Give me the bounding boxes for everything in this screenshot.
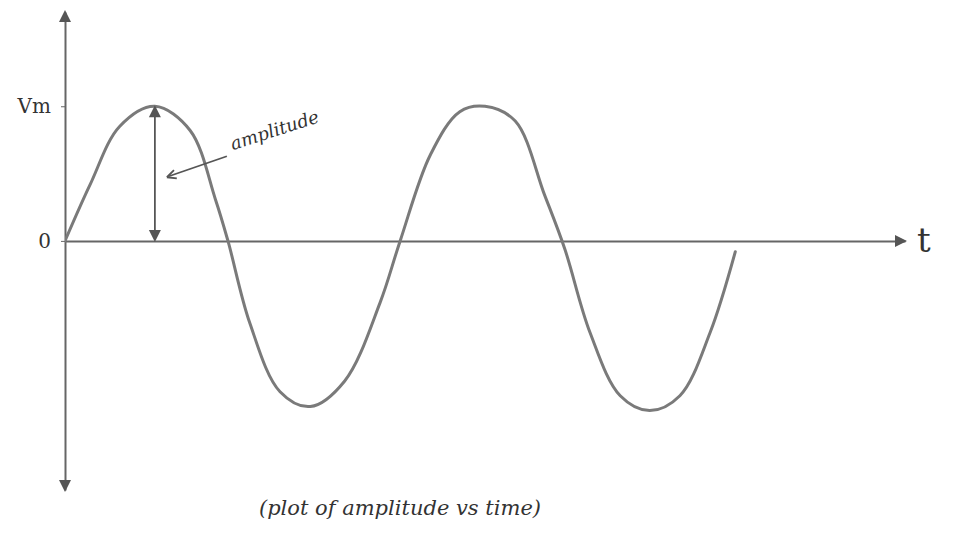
y-axis-line	[65, 13, 67, 491]
y-axis-arrow	[59, 480, 71, 492]
amplitude-arrow	[154, 108, 156, 239]
y-axis: 0 Vm	[17, 13, 66, 491]
y-tick-label: 0	[38, 229, 51, 253]
chart: 0 Vm t amplitude (plot of amplitude vs time)	[0, 0, 960, 533]
annotation-pointer	[169, 156, 227, 176]
x-axis	[66, 241, 906, 242]
amplitude-arrow-head	[149, 105, 161, 117]
wave-line	[65, 106, 735, 411]
x-axis-title: t	[917, 220, 931, 260]
amplitude-arrow-head	[149, 230, 161, 242]
y-tick: Vm	[17, 94, 65, 118]
y-tick-mark	[61, 241, 65, 242]
x-axis-line	[66, 240, 906, 242]
caption: (plot of amplitude vs time)	[259, 496, 541, 520]
plot-area	[65, 106, 735, 411]
x-axis-arrow	[895, 235, 907, 247]
annotation-pointer-head	[167, 170, 177, 178]
y-axis-arrow	[59, 10, 71, 22]
y-tick-mark	[61, 106, 65, 107]
y-tick-label: Vm	[17, 94, 51, 118]
annotation-label: amplitude	[228, 106, 322, 154]
y-tick: 0	[38, 229, 65, 253]
